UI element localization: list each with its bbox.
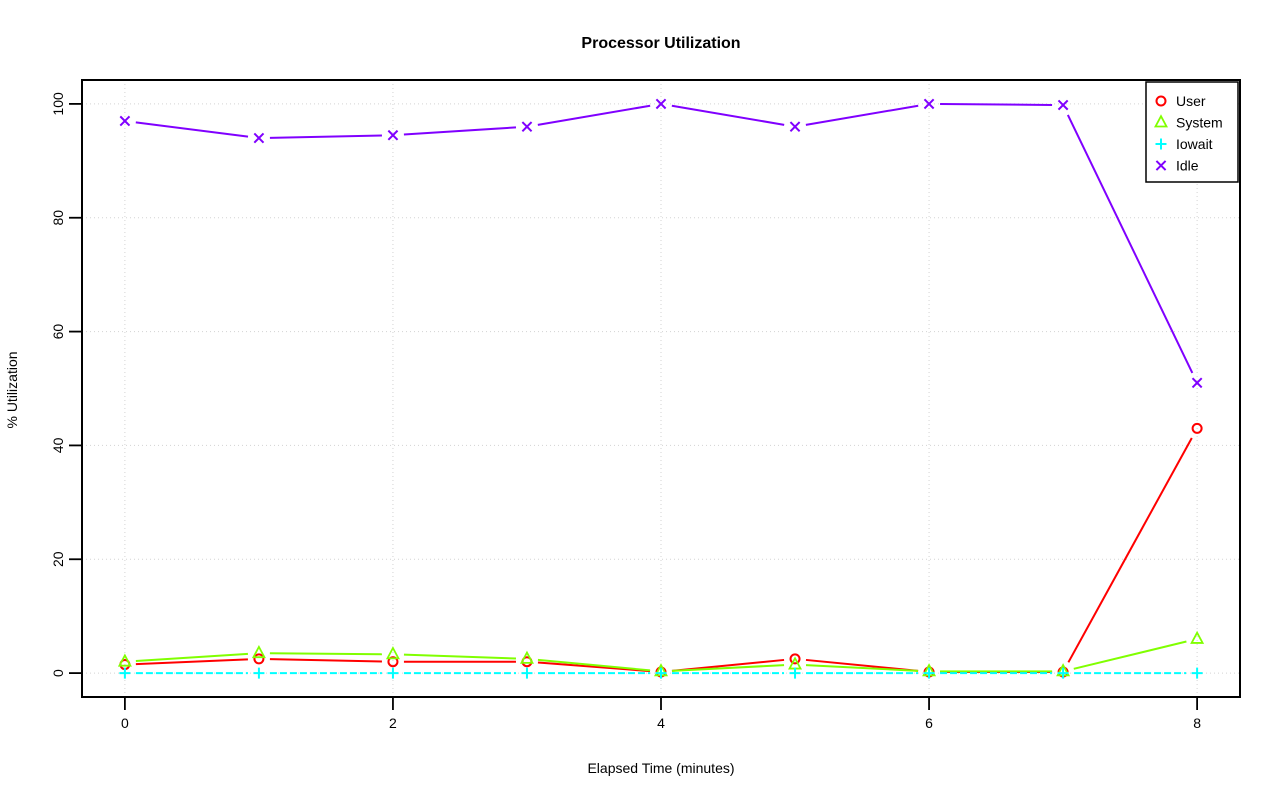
line-segment <box>940 102 1053 106</box>
marker-plus <box>1191 667 1203 679</box>
legend-label: User <box>1176 93 1206 109</box>
y-tick-label: 80 <box>50 210 66 226</box>
line-segment <box>269 658 382 663</box>
legend-label: Iowait <box>1176 136 1213 152</box>
marker-triangle <box>117 653 132 667</box>
line-segment <box>1073 640 1187 670</box>
marker-x <box>923 98 935 110</box>
series-markers-iowait <box>119 667 1203 679</box>
line-segment <box>135 121 249 138</box>
marker-triangle <box>1190 630 1205 644</box>
marker-plus <box>521 667 533 679</box>
marker-circle <box>789 653 801 665</box>
marker-plus <box>253 667 265 679</box>
series-line-system <box>135 640 1187 673</box>
marker-x <box>521 121 533 132</box>
line-segment <box>1067 437 1193 663</box>
series-markers-idle <box>119 98 1203 389</box>
series-markers-user <box>119 422 1203 678</box>
y-axis-label: % Utilization <box>4 351 20 428</box>
marker-x <box>1155 160 1167 171</box>
legend-label: Idle <box>1176 158 1199 174</box>
line-segment <box>403 126 517 136</box>
marker-circle <box>1191 422 1203 434</box>
y-tick-label: 20 <box>50 551 66 567</box>
x-tick-label: 2 <box>389 715 397 731</box>
line-segment <box>537 104 651 126</box>
series-lines <box>135 102 1194 675</box>
legend: User System Iowait Idle <box>1145 81 1239 183</box>
marker-x <box>1191 377 1203 389</box>
line-segment <box>671 664 785 672</box>
legend-entry-iowait: Iowait <box>1155 136 1213 152</box>
marker-plus <box>789 667 801 679</box>
legend-label: System <box>1176 115 1223 131</box>
marker-plus <box>923 667 935 679</box>
marker-x <box>387 129 399 141</box>
series-line-user <box>135 437 1193 673</box>
x-tick-label: 6 <box>925 715 933 731</box>
marker-x <box>253 132 265 144</box>
series-markers <box>117 98 1205 679</box>
legend-entry-user: User <box>1155 93 1206 109</box>
marker-plus <box>387 667 399 679</box>
x-tick-label: 8 <box>1193 715 1201 731</box>
line-segment <box>269 652 382 656</box>
line-segment <box>269 134 382 139</box>
x-tick-label: 4 <box>657 715 665 731</box>
marker-plus <box>1057 667 1069 679</box>
marker-triangle <box>251 644 266 659</box>
marker-x <box>119 115 131 127</box>
chart-title: Processor Utilization <box>581 35 740 52</box>
marker-x <box>1057 99 1069 111</box>
marker-plus <box>1155 138 1167 150</box>
line-segment <box>537 661 651 673</box>
marker-plus <box>655 667 667 679</box>
legend-entry-idle: Idle <box>1155 158 1199 174</box>
x-axis-label: Elapsed Time (minutes) <box>587 760 734 776</box>
marker-plus <box>119 667 131 679</box>
marker-x <box>655 98 667 110</box>
series-line-idle <box>135 102 1194 374</box>
line-segment <box>135 652 249 663</box>
line-segment <box>1066 114 1194 374</box>
marker-triangle <box>1153 114 1169 128</box>
marker-triangle <box>519 650 534 664</box>
line-segment <box>537 658 651 672</box>
y-tick-label: 40 <box>50 437 66 453</box>
legend-entry-system: System <box>1153 114 1223 131</box>
marker-triangle <box>385 646 400 660</box>
marker-circle <box>387 656 399 668</box>
marker-circle <box>253 653 265 665</box>
y-tick-label: 0 <box>50 669 66 677</box>
y-tick-label: 100 <box>50 92 66 116</box>
line-segment <box>671 104 785 126</box>
line-segment <box>805 664 919 672</box>
gridlines <box>82 80 1240 697</box>
x-tick-label: 0 <box>121 715 129 731</box>
marker-x <box>789 121 801 132</box>
marker-circle <box>1155 95 1167 107</box>
line-segment <box>135 658 248 666</box>
y-tick-label: 60 <box>50 324 66 340</box>
line-segment <box>805 104 919 126</box>
line-segment <box>403 653 517 660</box>
